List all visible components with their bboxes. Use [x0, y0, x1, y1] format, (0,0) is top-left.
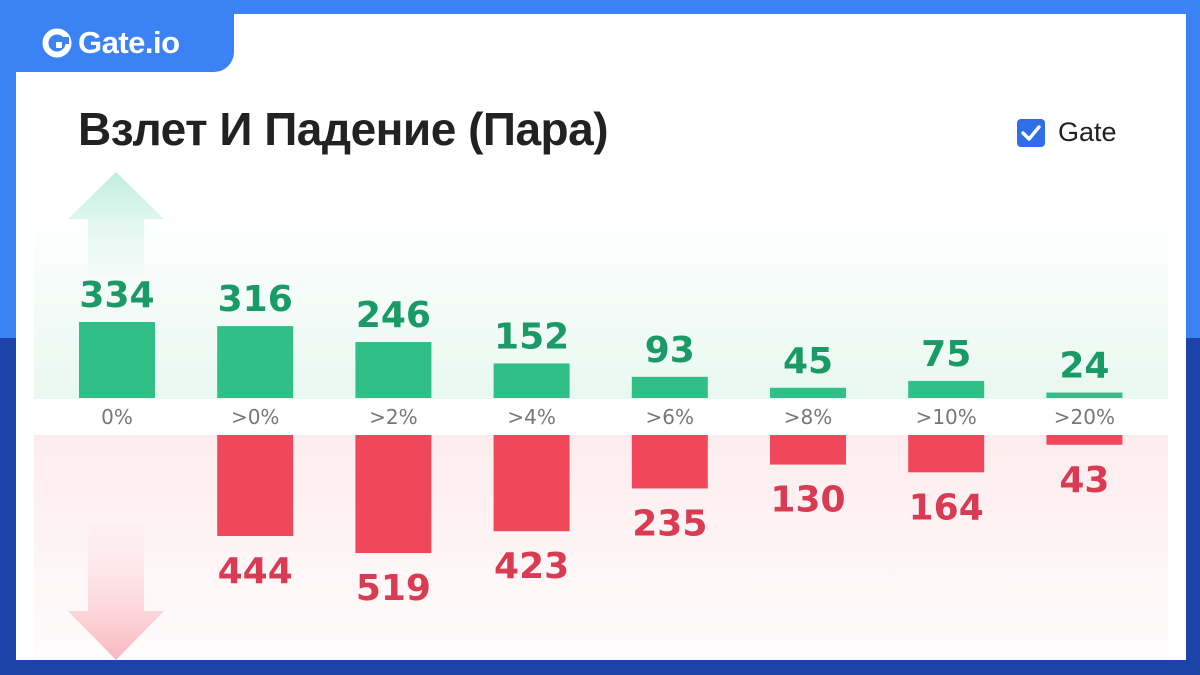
x-tick-label: >10% [916, 405, 977, 429]
chart-title: Взлет И Падение (Пара) [78, 103, 609, 155]
x-tick-label: >4% [507, 405, 556, 429]
up-bar [631, 376, 708, 398]
down-value-label: 423 [494, 546, 569, 587]
x-tick-label: >0% [231, 405, 280, 429]
up-bar [217, 326, 294, 398]
down-bar [217, 435, 294, 537]
down-bar [770, 435, 846, 465]
down-value-label: 235 [632, 503, 707, 544]
x-tick-label: 0% [101, 405, 133, 429]
legend[interactable]: Gate [1016, 117, 1117, 148]
up-value-label: 93 [645, 330, 695, 371]
up-value-label: 24 [1059, 346, 1109, 387]
up-band [34, 209, 1168, 399]
down-band [34, 435, 1168, 660]
legend-label: Gate [1058, 117, 1117, 147]
up-bar [908, 380, 985, 398]
up-bar [493, 363, 570, 398]
down-value-label: 444 [218, 551, 293, 592]
chart-card: Gate.io Взлет И Падение (Пара) Gate [16, 14, 1186, 660]
brand-logo: Gate.io [16, 14, 234, 72]
down-value-label: 519 [356, 568, 431, 609]
down-value-label: 130 [770, 480, 845, 521]
up-arrow-icon [68, 172, 164, 274]
down-bar [1046, 435, 1123, 445]
up-value-label: 152 [494, 316, 569, 357]
x-tick-label: >20% [1054, 405, 1115, 429]
down-bar [493, 435, 570, 532]
up-bar [770, 387, 846, 398]
down-value-label: 164 [909, 487, 984, 528]
down-value-label: 43 [1059, 460, 1109, 501]
up-value-label: 316 [218, 279, 293, 320]
up-bar [355, 342, 432, 398]
x-tick-label: >6% [646, 405, 695, 429]
checkbox-checked-icon[interactable] [1016, 118, 1046, 148]
down-bar [908, 435, 985, 473]
down-bar [631, 435, 708, 489]
up-bar [79, 322, 155, 398]
up-bar [1046, 392, 1123, 398]
up-value-label: 75 [921, 334, 971, 375]
up-value-label: 45 [783, 341, 833, 382]
up-value-label: 246 [356, 295, 431, 336]
x-tick-label: >8% [784, 405, 833, 429]
down-arrow-icon [68, 524, 164, 660]
gate-logo-icon [42, 28, 72, 58]
x-tick-label: >2% [369, 405, 418, 429]
brand-name: Gate.io [78, 25, 180, 60]
up-value-label: 334 [79, 275, 154, 316]
down-bar [355, 435, 432, 554]
chart-plot: 0% 334 >0% 316 444 >2% 246 519 >4% 152 423 >6% 93 235… [34, 172, 1168, 660]
